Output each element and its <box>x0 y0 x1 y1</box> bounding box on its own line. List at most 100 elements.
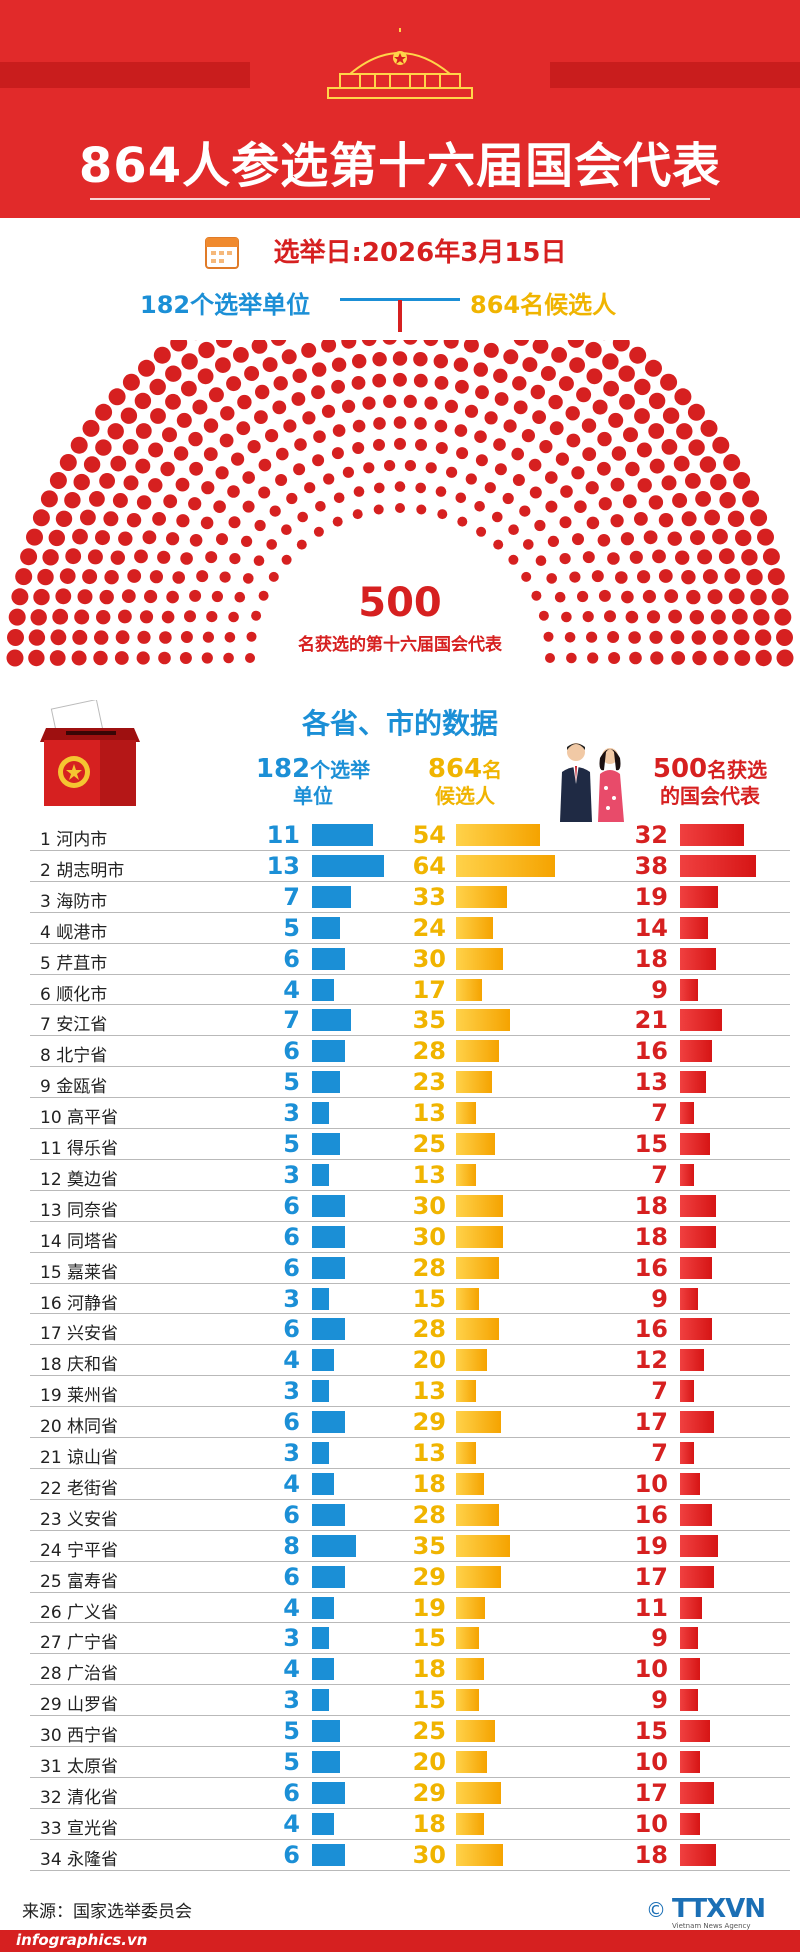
seat-dot <box>205 551 218 564</box>
seat-dot <box>433 354 448 369</box>
seat-dot <box>662 407 680 424</box>
seat-dot <box>581 418 597 433</box>
seat-dot <box>548 394 563 410</box>
reps-bar <box>680 1349 704 1372</box>
seat-dot <box>228 516 241 529</box>
units-value: 4 <box>283 1809 300 1838</box>
row-divider <box>30 1066 790 1068</box>
seat-dot <box>362 396 376 410</box>
seat-dot <box>648 495 664 510</box>
seat-dot <box>565 406 580 421</box>
seat-dot <box>373 504 384 515</box>
seat-dot <box>201 481 215 495</box>
seat-dot <box>208 387 224 403</box>
seat-dot <box>96 610 111 625</box>
units-value: 6 <box>283 1562 300 1591</box>
seat-dot <box>522 357 538 373</box>
units-bar <box>312 1843 345 1866</box>
candidates-bar <box>456 1442 477 1464</box>
seat-dot <box>519 505 531 517</box>
reps-value: 17 <box>634 1562 668 1591</box>
seat-dot <box>545 471 558 484</box>
seat-dot <box>184 610 196 623</box>
seat-dot <box>286 492 298 505</box>
province-label: 30 西宁省 <box>40 1726 119 1747</box>
units-value: 3 <box>283 1439 300 1467</box>
seat-dot <box>512 474 525 486</box>
province-label: 20 林同省 <box>40 1417 119 1438</box>
seat-dot <box>223 652 234 664</box>
seat-dot <box>296 539 307 550</box>
seat-dot <box>415 482 427 494</box>
reps-value: 9 <box>651 1686 668 1715</box>
units-value: 11 <box>266 821 300 849</box>
candidates-bar <box>456 1565 501 1588</box>
seat-dot <box>229 553 241 565</box>
candidates-bar <box>456 1194 503 1217</box>
site-link[interactable]: infographics.vn <box>16 1931 148 1949</box>
seat-dot <box>530 384 545 400</box>
seat-dot <box>254 410 268 424</box>
seat-dot <box>691 630 706 645</box>
seat-dot <box>40 490 58 508</box>
province-label: 2 胡志明市 <box>40 860 125 881</box>
seat-dot <box>302 411 316 425</box>
units-bar <box>312 1812 334 1835</box>
row-divider <box>30 1097 790 1099</box>
seat-dot <box>559 516 572 529</box>
seat-dot <box>572 533 584 546</box>
seat-dot <box>610 477 625 492</box>
reps-value: 15 <box>634 1130 668 1158</box>
seat-dot <box>689 610 704 625</box>
row-divider <box>30 1498 790 1500</box>
seat-dot <box>532 340 549 354</box>
seat-dot <box>750 509 768 527</box>
candidates-value: 30 <box>412 1191 446 1220</box>
title-underline <box>90 198 710 200</box>
seat-dot <box>136 651 150 665</box>
seat-dot <box>112 493 128 508</box>
candidates-value: 29 <box>412 1408 446 1437</box>
province-label: 11 得乐省 <box>40 1139 119 1159</box>
candidates-value: 35 <box>412 1531 446 1560</box>
seat-dot <box>135 423 152 439</box>
seat-dot <box>270 340 287 346</box>
reps-bar <box>680 947 716 970</box>
seat-dot <box>582 611 594 623</box>
reps-bar <box>680 1318 712 1341</box>
seat-dot <box>535 555 547 566</box>
reps-value: 16 <box>634 1253 668 1282</box>
seat-dot <box>6 649 24 667</box>
header-stripe-right <box>550 62 800 88</box>
seat-dot <box>7 629 24 646</box>
candidates-value: 18 <box>412 1469 446 1498</box>
seat-dot <box>189 461 204 476</box>
seat-dot <box>342 399 356 413</box>
seat-dot <box>159 631 172 644</box>
seat-dot <box>28 649 45 667</box>
seat-dot <box>107 423 124 440</box>
seat-dot <box>135 458 151 474</box>
seat-dot <box>137 630 151 644</box>
seat-dot <box>243 573 254 584</box>
seat-dot <box>372 373 387 388</box>
reps-bar <box>680 1781 714 1804</box>
reps-bar <box>680 1287 698 1310</box>
row-divider <box>30 1684 790 1686</box>
seat-dot <box>332 424 346 437</box>
seat-dot <box>652 549 666 564</box>
seat-dot <box>697 549 713 565</box>
seat-dot <box>394 481 406 492</box>
units-bar <box>312 1287 329 1310</box>
seat-dot <box>622 494 637 509</box>
seat-dot <box>545 500 558 513</box>
province-label: 22 老街省 <box>40 1478 119 1499</box>
seat-dot <box>65 548 82 565</box>
seat-dot <box>483 342 499 358</box>
row-divider <box>30 1560 790 1562</box>
reps-bar <box>680 1751 700 1773</box>
seat-dot <box>538 610 549 621</box>
seat-dot <box>425 462 437 474</box>
seat-dot <box>49 472 67 489</box>
